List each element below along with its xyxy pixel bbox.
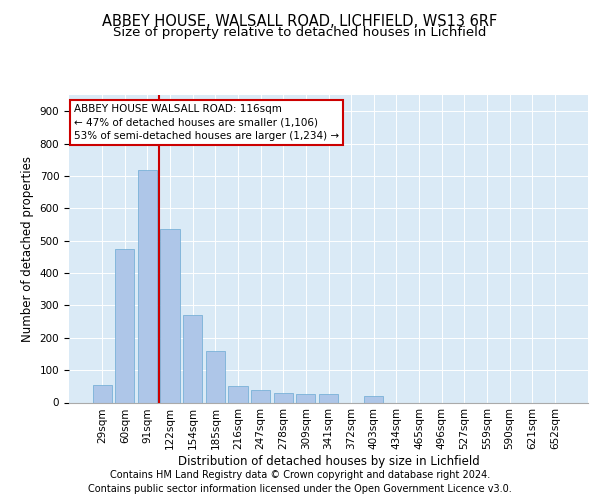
Bar: [364, 396, 383, 402]
Bar: [115, 248, 134, 402]
Text: Contains HM Land Registry data © Crown copyright and database right 2024.
Contai: Contains HM Land Registry data © Crown c…: [88, 470, 512, 494]
Bar: [92, 384, 112, 402]
Y-axis label: Number of detached properties: Number of detached properties: [21, 156, 34, 342]
Bar: [138, 170, 157, 402]
Bar: [251, 390, 270, 402]
Bar: [183, 315, 202, 402]
Bar: [160, 230, 180, 402]
Text: ABBEY HOUSE WALSALL ROAD: 116sqm
← 47% of detached houses are smaller (1,106)
53: ABBEY HOUSE WALSALL ROAD: 116sqm ← 47% o…: [74, 104, 340, 141]
X-axis label: Distribution of detached houses by size in Lichfield: Distribution of detached houses by size …: [178, 455, 479, 468]
Text: Size of property relative to detached houses in Lichfield: Size of property relative to detached ho…: [113, 26, 487, 39]
Bar: [296, 394, 316, 402]
Bar: [206, 350, 225, 403]
Bar: [229, 386, 248, 402]
Bar: [274, 394, 293, 402]
Bar: [319, 394, 338, 402]
Text: ABBEY HOUSE, WALSALL ROAD, LICHFIELD, WS13 6RF: ABBEY HOUSE, WALSALL ROAD, LICHFIELD, WS…: [103, 14, 497, 28]
